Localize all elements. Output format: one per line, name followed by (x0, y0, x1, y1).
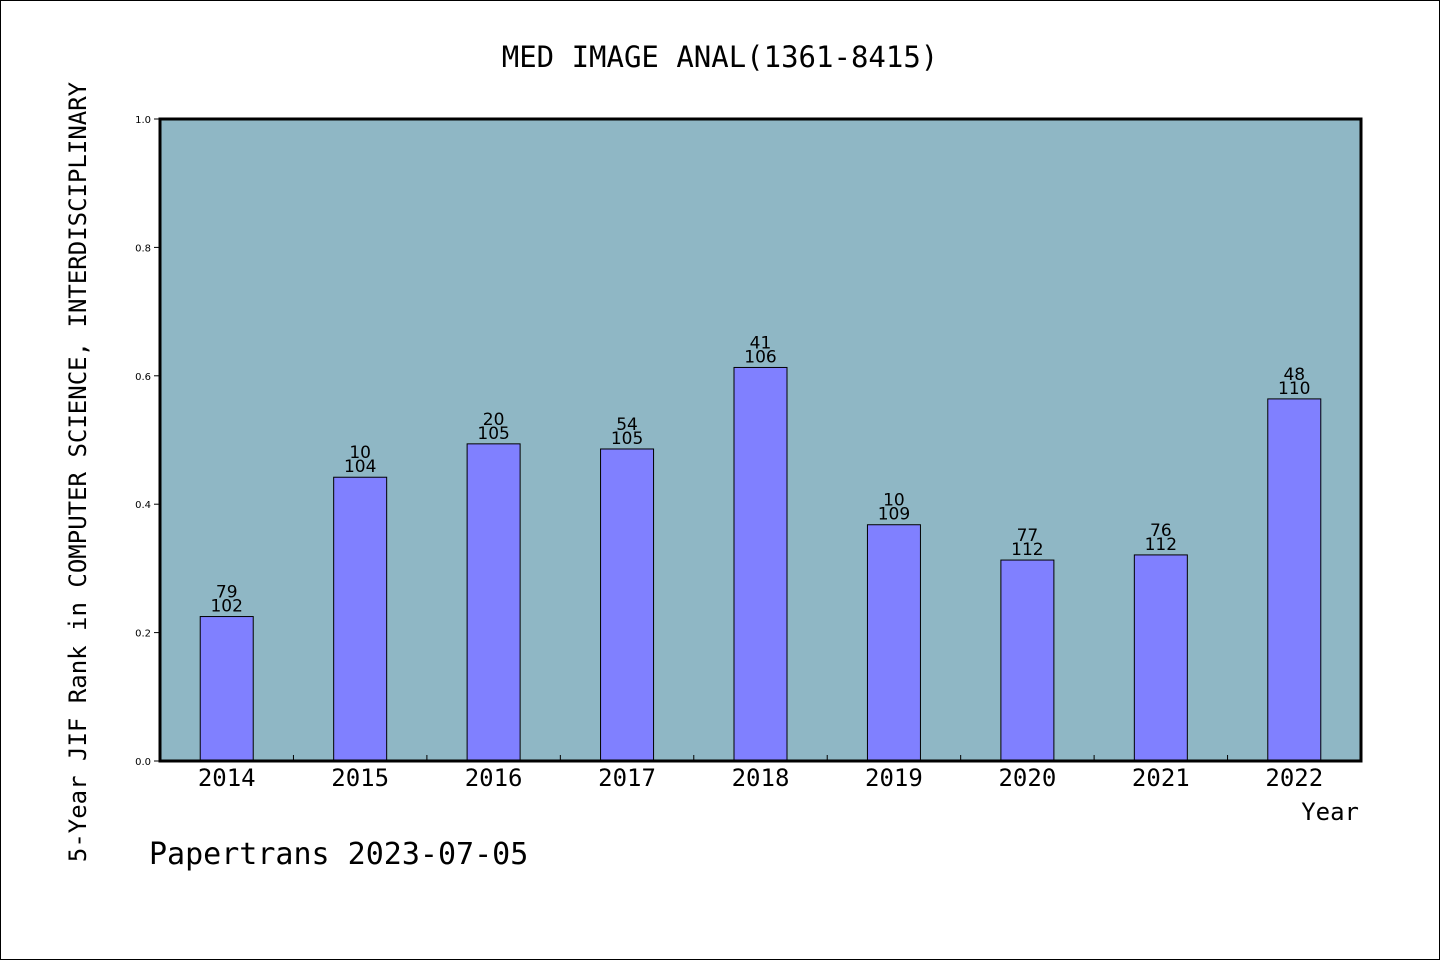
x-tick-label: 2021 (1132, 764, 1190, 792)
x-axis: 2014 2015 2016 2017 2018 2019 2020 2021 2022 (198, 755, 1323, 792)
x-tick-label: 2014 (198, 764, 256, 792)
bar-label-total: 102 (210, 597, 242, 617)
y-tick-label: 1.0 (135, 115, 151, 126)
bar-label-rank: 10 (883, 491, 905, 511)
x-tick-label: 2019 (865, 764, 923, 792)
bar-label-total: 105 (611, 429, 643, 449)
y-tick-label: 0.4 (135, 500, 151, 511)
bar-2015 (333, 476, 388, 762)
bar-label-rank: 76 (1150, 521, 1172, 541)
bar-label-rank: 20 (483, 410, 505, 430)
x-tick-label: 2015 (331, 764, 389, 792)
x-tick-label: 2018 (732, 764, 790, 792)
bar-2020 (1000, 559, 1055, 762)
bar-label-total: 112 (1145, 535, 1177, 555)
y-axis-label: 5-Year JIF Rank in COMPUTER SCIENCE, INT… (64, 81, 92, 862)
y-tick-label: 0.0 (135, 757, 151, 768)
bar-label-total: 109 (878, 505, 910, 525)
x-tick-label: 2016 (465, 764, 523, 792)
bar-2021 (1133, 554, 1188, 762)
bar-label-total: 106 (744, 347, 776, 367)
y-axis: 0.0 0.2 0.4 0.6 0.8 1.0 (135, 115, 160, 768)
bar-label-total: 112 (1011, 540, 1043, 560)
footer-watermark: Papertrans 2023-07-05 (149, 837, 528, 872)
bar-label-rank: 10 (349, 443, 371, 463)
y-tick-label: 0.8 (135, 243, 151, 254)
x-tick-label: 2020 (998, 764, 1056, 792)
chart-title: MED IMAGE ANAL(1361-8415) (502, 40, 939, 74)
bar-label-rank: 54 (616, 415, 638, 435)
y-tick-label: 0.6 (135, 372, 151, 383)
bar-label-rank: 41 (750, 333, 772, 353)
bar-2019 (866, 524, 921, 762)
bar-label-total: 104 (344, 457, 376, 477)
bar-label-total: 105 (477, 424, 509, 444)
y-tick-label: 0.2 (135, 629, 151, 640)
bar-label-rank: 48 (1283, 365, 1305, 385)
bar-label-rank: 79 (216, 583, 238, 603)
bar-2017 (600, 448, 655, 762)
x-tick-label: 2022 (1265, 764, 1323, 792)
bar-label-rank: 77 (1017, 526, 1039, 546)
bar-2022 (1267, 398, 1322, 762)
x-tick-label: 2017 (598, 764, 656, 792)
bar-label-total: 110 (1278, 379, 1310, 399)
x-axis-label: Year (1301, 798, 1359, 826)
plot-frame (158, 117, 1363, 763)
bar-2014 (199, 616, 254, 762)
bar-2016 (466, 443, 521, 762)
bar-2018 (733, 366, 788, 762)
